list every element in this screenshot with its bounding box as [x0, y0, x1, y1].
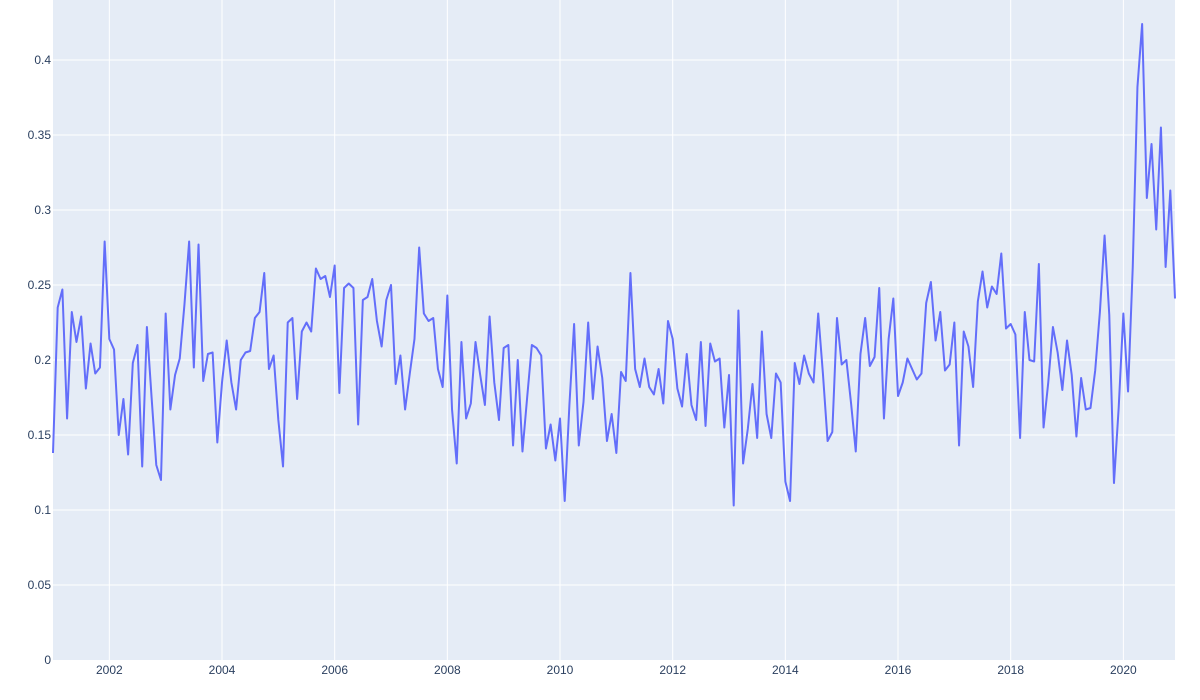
y-tick-label: 0.3	[34, 203, 51, 217]
y-tick-label: 0.25	[28, 278, 52, 292]
series-line	[52, 23, 1176, 507]
y-tick-label: 0.4	[34, 53, 51, 67]
y-tick-label: 0.15	[28, 428, 52, 442]
x-tick-label: 2018	[997, 663, 1024, 677]
x-tick-label: 2004	[209, 663, 236, 677]
x-tick-label: 2014	[772, 663, 799, 677]
y-tick-label: 0.05	[28, 578, 52, 592]
x-axis-ticks: 2002 2004 2006 2008 2010 2012 2014 2016 2018 2020	[96, 663, 1137, 677]
x-tick-label: 2002	[96, 663, 123, 677]
y-axis-ticks: 0 0.05 0.1 0.15 0.2 0.25 0.3 0.35 0.4	[28, 53, 52, 667]
y-tick-label: 0.2	[34, 353, 51, 367]
x-tick-label: 2012	[659, 663, 686, 677]
x-tick-label: 2008	[434, 663, 461, 677]
x-tick-label: 2016	[885, 663, 912, 677]
series-layer	[52, 23, 1176, 507]
y-tick-label: 0	[44, 653, 51, 667]
plot-area	[53, 0, 1175, 660]
x-tick-label: 2010	[547, 663, 574, 677]
x-tick-label: 2020	[1110, 663, 1137, 677]
y-tick-label: 0.35	[28, 128, 52, 142]
y-tick-label: 0.1	[34, 503, 51, 517]
x-tick-label: 2006	[321, 663, 348, 677]
